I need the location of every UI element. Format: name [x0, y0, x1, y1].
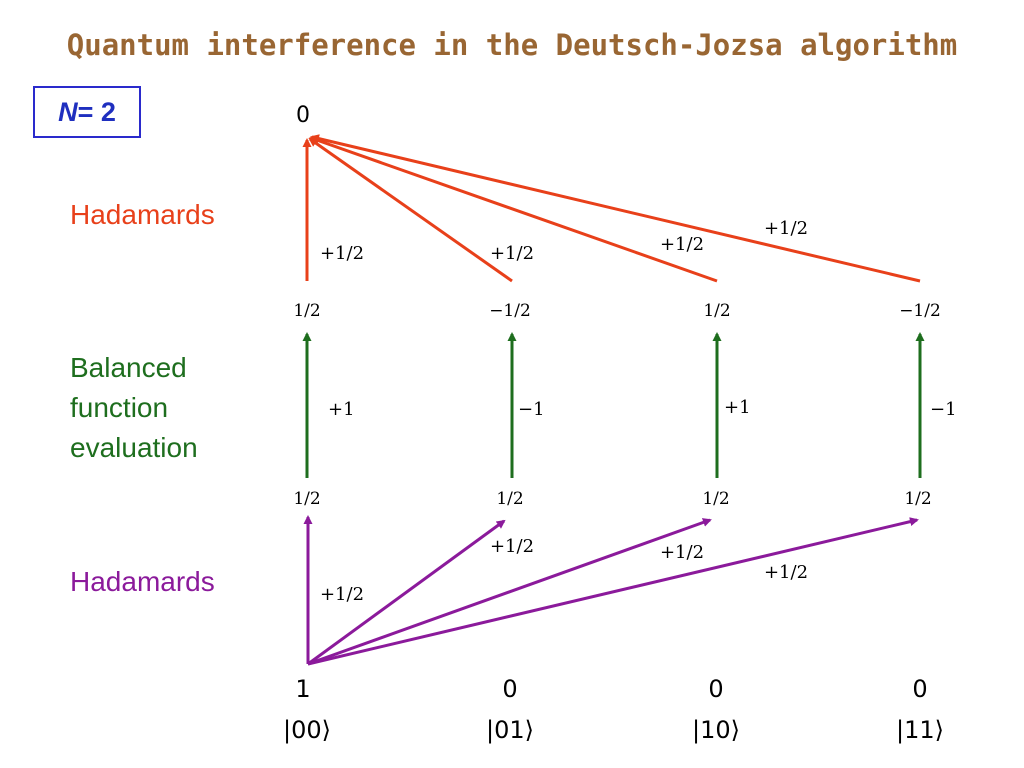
n-value: = 2 [77, 96, 116, 127]
ket-11: |11⟩ [896, 716, 944, 744]
initial-amplitude-01: 0 [502, 675, 517, 703]
top-edge-label-00: +1/2 [320, 243, 364, 264]
initial-amplitude-10: 0 [708, 675, 723, 703]
bottom-edge-label-10: +1/2 [660, 542, 704, 563]
n-equals-box: N = 2 [33, 86, 141, 138]
after-hadamard-amplitude-11: 1/2 [904, 489, 931, 509]
oracle-sign-00: +1 [328, 399, 355, 420]
after-hadamard-amplitude-01: 1/2 [496, 489, 523, 509]
after-hadamard-amplitude-10: 1/2 [702, 489, 729, 509]
after-hadamard-amplitude-00: 1/2 [293, 489, 320, 509]
after-oracle-amplitude-10: 1/2 [703, 301, 730, 321]
top-edge-label-01: +1/2 [490, 243, 534, 264]
after-oracle-amplitude-00: 1/2 [293, 301, 320, 321]
ket-00: |00⟩ [283, 716, 331, 744]
oracle-sign-11: −1 [930, 399, 957, 420]
top-edge-label-11: +1/2 [764, 218, 808, 239]
top-edge-label-10: +1/2 [660, 234, 704, 255]
label-line-evaluation: evaluation [70, 432, 198, 463]
top-hadamard-arrow-10 [309, 136, 718, 283]
label-hadamards-top: Hadamards [70, 199, 215, 230]
top-node-amplitude: 0 [296, 103, 310, 128]
after-oracle-amplitude-01: −1/2 [489, 301, 531, 321]
ket-01: |01⟩ [486, 716, 534, 744]
oracle-sign-10: +1 [724, 397, 751, 418]
bottom-edge-label-01: +1/2 [490, 536, 534, 557]
oracle-sign-01: −1 [518, 399, 545, 420]
bottom-hadamard-arrow-10 [307, 518, 712, 666]
top-hadamard-arrow-01 [308, 137, 513, 283]
bottom-edge-label-11: +1/2 [764, 562, 808, 583]
bottom-hadamard-arrow-11 [307, 517, 919, 666]
initial-amplitude-00: 1 [295, 675, 310, 703]
bottom-hadamard-arrow-01 [307, 519, 506, 666]
initial-amplitude-11: 0 [912, 675, 927, 703]
n-variable: N [58, 96, 78, 127]
label-hadamards-bottom: Hadamards [70, 566, 215, 597]
ket-10: |10⟩ [692, 716, 740, 744]
label-line-function: function [70, 392, 169, 423]
top-hadamard-arrow-11 [310, 134, 921, 283]
after-oracle-amplitude-11: −1/2 [899, 301, 941, 321]
label-balanced-function-evaluation: Balanced function evaluation [70, 348, 198, 468]
slide-title: Quantum interference in the Deutsch-Jozs… [66, 28, 958, 62]
label-line-balanced: Balanced [70, 352, 187, 383]
bottom-edge-label-00: +1/2 [320, 584, 364, 605]
